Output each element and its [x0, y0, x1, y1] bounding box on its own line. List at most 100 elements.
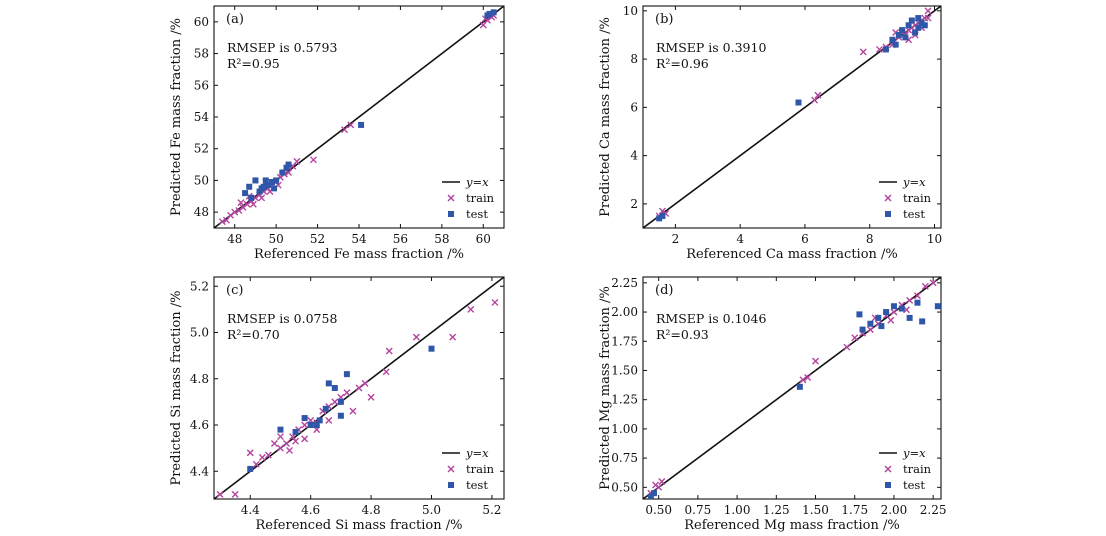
test-point	[292, 428, 299, 435]
test-point	[358, 121, 365, 128]
y-tick-label: 4.6	[190, 418, 209, 432]
test-point	[915, 24, 922, 31]
r2-annotation: R²=0.70	[227, 327, 280, 342]
train-point-stroke	[906, 296, 914, 304]
test-point	[859, 326, 866, 333]
y-tick-label: 1.75	[611, 334, 638, 348]
train-point-stroke	[913, 292, 921, 300]
x-tick-label: 0.50	[645, 503, 672, 517]
test-point	[252, 177, 259, 184]
train-point-stroke	[924, 14, 932, 22]
x-tick-label: 50	[269, 232, 284, 246]
train-point-stroke	[902, 306, 910, 314]
y-tick-label: 50	[194, 173, 209, 187]
train-point	[812, 357, 820, 365]
test-point	[262, 177, 269, 184]
legend: y=x train test	[442, 175, 495, 221]
r2-annotation: R²=0.93	[656, 327, 709, 342]
train-point	[276, 444, 284, 452]
x-tick-label: 2	[672, 232, 680, 246]
train-point-stroke	[851, 334, 859, 342]
x-tick-label: 5.2	[482, 503, 501, 517]
rmsep-annotation: RMSEP is 0.3910	[656, 40, 766, 55]
x-tick-label: 58	[434, 232, 449, 246]
train-point-stroke	[412, 333, 420, 341]
y-tick-label: 5.2	[190, 279, 209, 293]
test-point	[313, 422, 320, 428]
legend-test-label: test	[466, 478, 488, 492]
panel-label: (d)	[655, 283, 673, 298]
y-axis-label: Predicted Mg mass fraction /%	[598, 286, 613, 490]
test-point	[895, 31, 902, 38]
y-tick-label: 56	[194, 78, 209, 92]
train-point-stroke	[655, 483, 663, 491]
train-point	[890, 308, 898, 316]
test-point	[246, 183, 253, 190]
legend-train-swatch	[447, 465, 455, 473]
chart-panel-1: 48 50 52 54 56 58 60 48 50 52 54 56 58 60 Referenced F…	[169, 5, 505, 262]
train-point-stroke	[804, 373, 812, 381]
train-point	[843, 343, 851, 351]
x-tick-label: 1.75	[841, 503, 868, 517]
x-tick-label: 4.8	[362, 503, 381, 517]
train-point	[347, 121, 355, 129]
train-point	[283, 440, 290, 447]
train-point	[875, 45, 883, 53]
train-point-stroke	[276, 433, 284, 441]
train-point	[258, 453, 266, 461]
train-point	[412, 333, 420, 341]
test-point	[902, 34, 909, 41]
rmsep-annotation: RMSEP is 0.5793	[227, 40, 337, 55]
test-point	[271, 185, 278, 192]
train-point	[367, 393, 375, 401]
train-point	[231, 208, 239, 216]
test-point	[856, 311, 863, 318]
train-point	[887, 316, 895, 324]
legend-test-label: test	[466, 207, 488, 221]
train-point	[804, 373, 812, 381]
legend-line-label: y=x	[902, 175, 926, 189]
x-tick-label: 6	[801, 232, 809, 246]
test-point	[331, 385, 338, 391]
train-point-stroke	[341, 126, 348, 134]
train-point-stroke	[343, 389, 351, 397]
rmsep-annotation: RMSEP is 0.0758	[227, 311, 337, 326]
data-layer	[643, 6, 941, 228]
test-point	[906, 314, 913, 321]
test-point	[883, 309, 890, 316]
train-point-stroke	[799, 376, 807, 384]
train-point	[286, 446, 294, 454]
train-point-stroke	[875, 45, 883, 53]
test-point	[656, 215, 663, 222]
train-point-stroke	[270, 440, 278, 447]
legend-test-label: test	[903, 207, 925, 221]
test-point	[918, 19, 925, 26]
train-point	[921, 282, 929, 290]
test-point	[912, 29, 919, 36]
train-point-stroke	[866, 326, 874, 334]
train-point	[301, 421, 309, 429]
test-point	[919, 318, 926, 325]
legend: y=x train test	[442, 446, 495, 492]
train-point-stroke	[301, 421, 309, 429]
test-point	[277, 426, 284, 433]
test-point	[934, 303, 941, 310]
train-point	[231, 490, 239, 498]
test-point	[337, 412, 344, 419]
train-point-stroke	[385, 347, 393, 355]
test-point	[264, 182, 271, 189]
train-point-stroke	[355, 384, 363, 392]
train-point-stroke	[367, 393, 375, 401]
plot-frame	[642, 5, 942, 229]
plot-frame	[642, 276, 942, 500]
test-point	[878, 323, 885, 330]
y-tick-label: 10	[623, 4, 638, 18]
y-tick-label: 54	[194, 110, 210, 124]
test-point	[279, 169, 286, 176]
train-point	[264, 451, 272, 459]
x-axis-label: Referenced Si mass fraction /%	[256, 518, 463, 533]
test-point	[343, 371, 350, 378]
train-point-stroke	[249, 200, 257, 208]
y-tick-label: 2.00	[611, 305, 638, 319]
